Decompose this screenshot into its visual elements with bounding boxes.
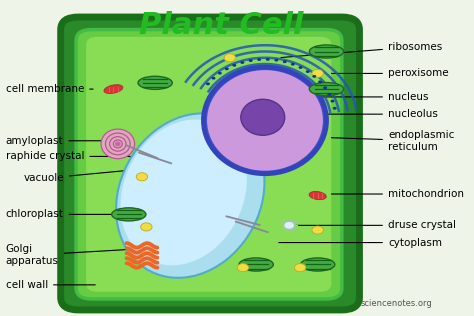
Text: endoplasmic
reticulum: endoplasmic reticulum (331, 130, 455, 152)
Text: amyloplast: amyloplast (6, 136, 117, 146)
Ellipse shape (120, 119, 247, 265)
Ellipse shape (240, 61, 244, 64)
Ellipse shape (113, 140, 122, 148)
Ellipse shape (306, 70, 310, 73)
Ellipse shape (283, 60, 287, 63)
Text: cell wall: cell wall (6, 280, 95, 290)
Ellipse shape (206, 69, 324, 172)
Ellipse shape (218, 72, 222, 75)
Text: cell membrane: cell membrane (6, 84, 93, 94)
Text: Plant Cell: Plant Cell (139, 11, 303, 40)
Ellipse shape (257, 58, 261, 61)
Ellipse shape (318, 80, 322, 83)
Ellipse shape (301, 258, 335, 271)
Ellipse shape (333, 107, 337, 110)
FancyBboxPatch shape (76, 30, 342, 299)
Ellipse shape (106, 133, 130, 155)
Ellipse shape (291, 63, 295, 66)
Ellipse shape (274, 59, 278, 62)
FancyBboxPatch shape (86, 37, 331, 292)
Ellipse shape (266, 58, 270, 61)
Text: raphide crystal: raphide crystal (6, 151, 130, 161)
Ellipse shape (136, 173, 148, 181)
Text: mitochondrion: mitochondrion (331, 189, 464, 199)
Ellipse shape (138, 76, 172, 89)
Text: druse crystal: druse crystal (296, 220, 456, 230)
Ellipse shape (141, 223, 152, 231)
Ellipse shape (249, 59, 253, 62)
Ellipse shape (225, 67, 229, 70)
Ellipse shape (237, 264, 249, 272)
Text: peroxisome: peroxisome (331, 69, 448, 78)
Text: vacuole: vacuole (23, 171, 124, 183)
Ellipse shape (310, 45, 344, 58)
Ellipse shape (115, 141, 121, 146)
Ellipse shape (330, 100, 335, 103)
Ellipse shape (328, 93, 331, 96)
Ellipse shape (104, 85, 123, 94)
Text: nucleolus: nucleolus (288, 109, 438, 119)
Ellipse shape (299, 66, 302, 69)
Text: chloroplast: chloroplast (6, 210, 126, 219)
Ellipse shape (206, 82, 210, 85)
Ellipse shape (323, 86, 327, 89)
Ellipse shape (239, 258, 273, 271)
Ellipse shape (310, 82, 344, 96)
Ellipse shape (101, 129, 135, 159)
FancyBboxPatch shape (61, 17, 359, 310)
Ellipse shape (232, 64, 237, 67)
Ellipse shape (312, 69, 323, 77)
Ellipse shape (116, 113, 264, 278)
Ellipse shape (241, 99, 285, 135)
Text: sciencenotes.org: sciencenotes.org (360, 299, 432, 308)
Ellipse shape (312, 226, 323, 234)
Ellipse shape (284, 222, 294, 229)
Ellipse shape (312, 75, 316, 78)
Ellipse shape (309, 191, 326, 200)
Text: Golgi
apparatus: Golgi apparatus (6, 244, 137, 266)
Ellipse shape (224, 54, 236, 62)
Ellipse shape (109, 137, 126, 151)
Text: cytoplasm: cytoplasm (279, 238, 442, 247)
Text: nucleus: nucleus (307, 92, 428, 102)
Ellipse shape (294, 264, 306, 272)
Text: ribosomes: ribosomes (281, 42, 442, 58)
Ellipse shape (211, 77, 216, 80)
Ellipse shape (112, 208, 146, 221)
